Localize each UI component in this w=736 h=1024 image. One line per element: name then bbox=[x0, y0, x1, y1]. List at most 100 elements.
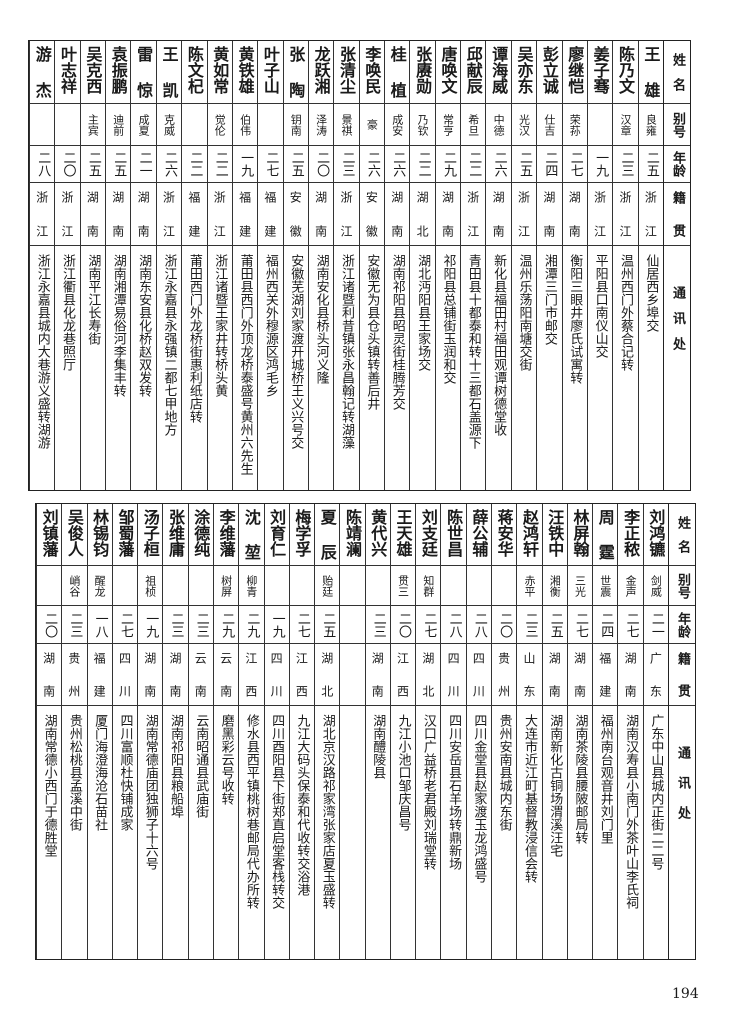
person-name-cell: 游杰 bbox=[30, 41, 55, 104]
person-address-cell: 湖南醴陵县 bbox=[366, 706, 390, 959]
person-alias-cell bbox=[289, 566, 315, 606]
person-alias: 良雍 bbox=[644, 113, 658, 136]
person-age: 二八 bbox=[471, 611, 487, 638]
person-alias-cell: 景祺 bbox=[334, 104, 359, 146]
person-address-cell: 温州乐荡阳南塘交街 bbox=[512, 246, 536, 490]
person-alias-cell: 乃钦 bbox=[410, 104, 435, 146]
person-alias-cell: 荣荪 bbox=[562, 104, 587, 146]
person-alias-cell: 主宾 bbox=[80, 104, 106, 146]
person-name: 游杰 bbox=[32, 46, 52, 98]
person-record: 刘鸿镳 剑威 二一 广东 广东中山县城内正街二二号 bbox=[642, 504, 668, 959]
person-age: 二六 bbox=[491, 151, 507, 177]
person-alias-cell: 钥南 bbox=[283, 104, 308, 146]
person-native-place-cell: 湖南 bbox=[36, 644, 62, 706]
person-alias-cell: 世震 bbox=[593, 566, 618, 606]
person-name: 雷惊 bbox=[134, 46, 154, 98]
person-native-place: 湖南 bbox=[567, 191, 582, 237]
person-name-cell: 王天雄 bbox=[390, 504, 416, 566]
person-age-cell: 二一 bbox=[131, 146, 156, 183]
person-address-cell: 贵州松桃县孟溪中街 bbox=[62, 706, 86, 959]
person-age-cell: 二〇 bbox=[390, 606, 416, 644]
person-alias-cell: 湘衡 bbox=[542, 566, 567, 606]
person-name: 吴俊人 bbox=[64, 509, 84, 557]
person-native-place-cell: 湖南 bbox=[562, 183, 587, 246]
person-age-cell: 二七 bbox=[618, 606, 643, 644]
person-record: 赵鸿轩 赤平 二三 山东 大连市近江町基督教浸信会转 bbox=[516, 504, 542, 959]
person-alias-cell: 醒龙 bbox=[87, 566, 112, 606]
person-age: 二九 bbox=[219, 611, 235, 638]
person-address-cell: 湖南湘潭易俗河李集丰转 bbox=[106, 246, 130, 490]
person-name: 沈堃 bbox=[241, 509, 261, 560]
person-age-cell: 二三 bbox=[365, 606, 390, 644]
person-name: 王雄 bbox=[641, 46, 661, 98]
person-record: 吴俊人 峭谷 二三 贵州 贵州松桃县孟溪中街 bbox=[61, 504, 87, 959]
person-address: 安徽芜湖刘家渡开城桥王义兴号交 bbox=[288, 254, 304, 449]
person-record: 黄代兴 二三 湖南 湖南醴陵县 bbox=[364, 504, 390, 959]
person-native-place: 浙江 bbox=[592, 191, 607, 237]
person-name-cell: 谭海威 bbox=[486, 41, 511, 104]
person-name-cell: 薛公辅 bbox=[466, 504, 492, 566]
person-address: 祁阳县总铺街玉润和交 bbox=[440, 254, 456, 384]
person-address-cell: 湖南东安县化桥赵双发转 bbox=[131, 246, 155, 490]
person-name: 李正秾 bbox=[621, 509, 641, 557]
person-name: 唐唤文 bbox=[438, 46, 458, 94]
person-alias: 泽涛 bbox=[314, 113, 328, 136]
person-alias: 汉章 bbox=[618, 113, 632, 136]
person-age: 二二 bbox=[187, 151, 203, 177]
person-native-place-cell: 浙江 bbox=[511, 183, 537, 246]
person-address-cell: 湖北京汉路祁家湾张家店夏玉盛转 bbox=[315, 706, 339, 959]
person-native-place: 浙江 bbox=[643, 191, 658, 237]
person-address: 四川安岳县石羊场转鼎新场 bbox=[446, 714, 462, 870]
person-native-place-cell: 湖北 bbox=[416, 644, 441, 706]
person-record: 叶子山 二七 福建 福州西关外穆源区鸿毛乡 bbox=[257, 41, 283, 490]
person-age: 二九 bbox=[440, 151, 456, 177]
person-name: 张陶 bbox=[286, 46, 306, 98]
header-age-cell: 年龄 bbox=[664, 146, 690, 183]
person-alias-cell bbox=[55, 104, 80, 146]
person-native-place: 江西 bbox=[294, 652, 309, 697]
person-record: 龙跃湘 泽涛 二〇 湖南 湖南安化县桥头河义隆 bbox=[307, 41, 334, 490]
person-native-place-cell: 广东 bbox=[643, 644, 668, 706]
person-native-place-cell: 云南 bbox=[188, 644, 213, 706]
person-record: 陈文杞 二二 福建 莆田西门外龙桥街惠利纸店转 bbox=[181, 41, 207, 490]
person-address: 湖南湘潭易俗河李集丰转 bbox=[110, 254, 126, 397]
person-age-cell: 二五 bbox=[511, 146, 537, 183]
person-address-cell: 四川富顺杜快铺成家 bbox=[113, 706, 137, 959]
person-age-cell: 二七 bbox=[258, 146, 283, 183]
header-name-cell: 姓名 bbox=[664, 41, 690, 104]
person-address: 福州西关外穆源区鸿毛乡 bbox=[262, 254, 278, 397]
person-name-cell: 蒋安华 bbox=[492, 504, 517, 566]
person-record: 陈乃文 汉章 二三 浙江 温州西门外蔡合记转 bbox=[612, 41, 638, 490]
person-native-place-cell: 福建 bbox=[232, 183, 258, 246]
person-age-cell: 二三 bbox=[517, 606, 542, 644]
person-name-cell: 刘育仁 bbox=[264, 504, 289, 566]
person-name-cell: 姜子骞 bbox=[587, 41, 613, 104]
person-name: 张赓勋 bbox=[413, 46, 433, 94]
person-record: 谭海威 中德 二六 湖南 新化县福田村福田观谭树德堂收 bbox=[485, 41, 511, 490]
person-alias-cell: 汉章 bbox=[613, 104, 638, 146]
person-native-place-cell: 江西 bbox=[390, 644, 416, 706]
header-address-cell: 通讯处 bbox=[669, 706, 695, 959]
person-alias: 贻廷 bbox=[320, 574, 334, 597]
person-alias-cell: 成安 bbox=[385, 104, 410, 146]
person-age-cell bbox=[340, 606, 365, 644]
person-record: 张维庸 二三 湖南 湖南祁阳县粮船埠 bbox=[162, 504, 188, 959]
person-name: 叶志祥 bbox=[58, 46, 78, 94]
person-alias-cell: 贻廷 bbox=[315, 566, 340, 606]
person-native-place: 浙江 bbox=[60, 191, 75, 237]
person-native-place-cell: 湖南 bbox=[486, 183, 511, 246]
person-age: 二五 bbox=[517, 151, 533, 177]
person-age: 二〇 bbox=[497, 611, 513, 638]
person-name-cell: 刘支廷 bbox=[416, 504, 441, 566]
person-native-place: 四川 bbox=[117, 652, 132, 697]
person-address-cell: 莆田县西门外顶龙桥泰盛号黄州六先生 bbox=[233, 246, 257, 490]
person-native-place-cell: 浙江 bbox=[156, 183, 182, 246]
person-name: 刘镇藩 bbox=[39, 509, 59, 557]
person-native-place: 湖南 bbox=[389, 191, 404, 237]
person-alias-cell: 良雍 bbox=[638, 104, 663, 146]
person-age: 二一 bbox=[648, 611, 664, 638]
person-native-place-cell: 湖南 bbox=[131, 183, 156, 246]
person-alias-cell bbox=[441, 566, 466, 606]
person-address: 安徽无为县仓头镇转善后井 bbox=[364, 254, 380, 410]
person-name: 李唤民 bbox=[362, 46, 382, 94]
